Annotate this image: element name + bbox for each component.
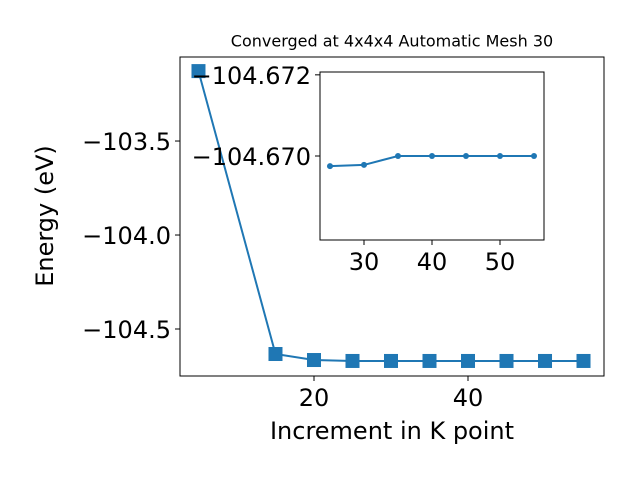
x-axis-label: Increment in K point bbox=[270, 417, 514, 445]
x-tick-label: 40 bbox=[453, 384, 484, 412]
marker bbox=[191, 64, 206, 79]
y-tick-label: −103.5 bbox=[82, 128, 171, 156]
y-tick-label: −104.5 bbox=[82, 316, 171, 344]
y-tick-label: −104.0 bbox=[82, 222, 171, 250]
x-tick-label: 50 bbox=[485, 248, 516, 276]
marker bbox=[538, 353, 553, 368]
marker bbox=[268, 347, 283, 362]
marker bbox=[429, 153, 435, 159]
axes-frame bbox=[319, 71, 545, 241]
series-line bbox=[197, 70, 584, 362]
marker bbox=[394, 153, 401, 159]
y-axis-label: Energy (eV) bbox=[31, 145, 59, 287]
marker bbox=[576, 353, 591, 368]
y-tick-label: −104.672 bbox=[192, 62, 311, 90]
x-tick-label: 40 bbox=[417, 248, 448, 276]
marker bbox=[306, 353, 321, 368]
marker bbox=[499, 353, 514, 368]
marker bbox=[422, 353, 437, 368]
marker bbox=[326, 163, 333, 170]
x-tick-label: 30 bbox=[349, 248, 380, 276]
marker bbox=[497, 153, 504, 159]
marker bbox=[463, 153, 470, 159]
marker bbox=[383, 353, 398, 368]
chart-title: Converged at 4x4x4 Automatic Mesh 30 bbox=[231, 32, 553, 51]
x-tick-label: 20 bbox=[299, 384, 330, 412]
y-tick-label: −104.670 bbox=[192, 143, 311, 171]
marker bbox=[345, 353, 360, 368]
marker bbox=[461, 353, 476, 368]
axes-frame bbox=[179, 56, 605, 377]
marker bbox=[531, 153, 538, 159]
marker bbox=[360, 161, 367, 168]
